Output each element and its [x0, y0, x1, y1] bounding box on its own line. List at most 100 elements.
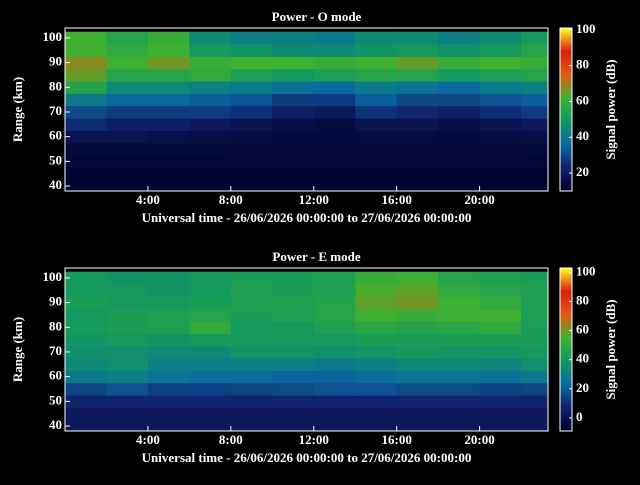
heatmap-cell: [65, 345, 107, 359]
heatmap-cell: [479, 407, 522, 421]
heatmap-cell: [189, 93, 232, 107]
heatmap-cell: [438, 167, 481, 181]
heatmap-cell: [313, 382, 356, 396]
heatmap-cell: [106, 395, 149, 409]
heatmap-cell: [147, 31, 190, 45]
heatmap-cell: [521, 284, 548, 297]
heatmap-cell: [106, 179, 149, 191]
heatmap-cell: [230, 142, 273, 156]
heatmap-cell: [230, 370, 273, 384]
heatmap-cell: [313, 271, 356, 285]
heatmap-cell: [396, 31, 439, 45]
heatmap-cell: [147, 407, 190, 421]
heatmap-cell: [189, 407, 232, 421]
heatmap-cell: [355, 395, 398, 409]
heatmap-cell: [396, 407, 439, 421]
heatmap-cell: [106, 118, 149, 131]
heatmap-cell: [313, 419, 356, 431]
heatmap-cell: [106, 271, 149, 285]
heatmap-cell: [189, 118, 232, 131]
heatmap-cell: [189, 308, 232, 322]
heatmap-cell: [479, 142, 522, 156]
heatmap-cell: [313, 179, 356, 191]
heatmap-cell: [147, 179, 190, 191]
heatmap-cell: [65, 105, 107, 119]
heatmap-cell: [230, 44, 273, 57]
heatmap-cell: [438, 68, 481, 82]
heatmap-cell: [438, 358, 481, 371]
heatmap-cell: [65, 44, 107, 57]
heatmap-cell: [396, 296, 439, 310]
y-tick-label: 50: [49, 392, 62, 407]
heatmap-cell: [272, 31, 315, 45]
heatmap-cell: [272, 44, 315, 57]
heatmap-cell: [65, 142, 107, 156]
heatmap-cell: [355, 167, 398, 181]
heatmap-cell: [313, 81, 356, 94]
colorbar-tick-label: 60: [576, 322, 589, 337]
heatmap-cell: [438, 130, 481, 144]
heatmap-cell: [230, 93, 273, 107]
heatmap: [65, 271, 548, 431]
heatmap-cell: [521, 93, 548, 107]
heatmap-cell: [65, 31, 107, 45]
heatmap-cell: [65, 179, 107, 191]
heatmap-cell: [189, 142, 232, 156]
colorbar-tick-label: 40: [576, 128, 589, 143]
heatmap-cell: [65, 284, 107, 297]
heatmap-cell: [189, 167, 232, 181]
heatmap-cell: [521, 358, 548, 371]
heatmap-cell: [355, 333, 398, 347]
heatmap-cell: [521, 370, 548, 384]
heatmap-cell: [438, 395, 481, 409]
heatmap-cell: [521, 179, 548, 191]
heatmap-cell: [438, 419, 481, 431]
heatmap-cell: [479, 345, 522, 359]
heatmap-cell: [521, 56, 548, 70]
heatmap-cell: [147, 370, 190, 384]
heatmap-cell: [521, 142, 548, 156]
chart-title: Power - O mode: [272, 9, 362, 24]
y-tick-label: 80: [49, 318, 62, 333]
heatmap-cell: [65, 333, 107, 347]
heatmap-cell: [438, 271, 481, 285]
heatmap-cell: [65, 167, 107, 181]
heatmap-cell: [355, 105, 398, 119]
heatmap-cell: [313, 333, 356, 347]
heatmap-cell: [189, 130, 232, 144]
heatmap-cell: [521, 419, 548, 431]
heatmap-cell: [479, 167, 522, 181]
colorbar-tick-label: 100: [576, 263, 596, 278]
heatmap-cell: [396, 93, 439, 107]
heatmap-cell: [313, 345, 356, 359]
heatmap-cell: [313, 370, 356, 384]
heatmap-cell: [147, 284, 190, 297]
heatmap-cell: [272, 118, 315, 131]
heatmap-cell: [65, 419, 107, 431]
x-tick-label: 16:00: [382, 192, 412, 207]
heatmap-cell: [521, 105, 548, 119]
heatmap-cell: [396, 333, 439, 347]
heatmap-cell: [230, 284, 273, 297]
heatmap-cell: [230, 31, 273, 45]
heatmap-cell: [479, 370, 522, 384]
heatmap-cell: [355, 358, 398, 371]
heatmap-cell: [438, 105, 481, 119]
heatmap-cell: [396, 155, 439, 169]
y-tick-label: 100: [43, 29, 63, 44]
heatmap-cell: [479, 81, 522, 94]
x-axis-label: Universal time - 26/06/2026 00:00:00 to …: [142, 450, 472, 465]
heatmap-cell: [106, 345, 149, 359]
heatmap-cell: [147, 81, 190, 94]
x-tick-label: 4:00: [136, 432, 160, 447]
heatmap-cell: [479, 31, 522, 45]
heatmap-cell: [65, 130, 107, 144]
heatmap-cell: [189, 271, 232, 285]
heatmap-cell: [438, 31, 481, 45]
heatmap-cell: [396, 68, 439, 82]
heatmap-cell: [438, 44, 481, 57]
heatmap-cell: [272, 358, 315, 371]
heatmap-cell: [355, 56, 398, 70]
heatmap-cell: [272, 333, 315, 347]
heatmap-cell: [479, 333, 522, 347]
